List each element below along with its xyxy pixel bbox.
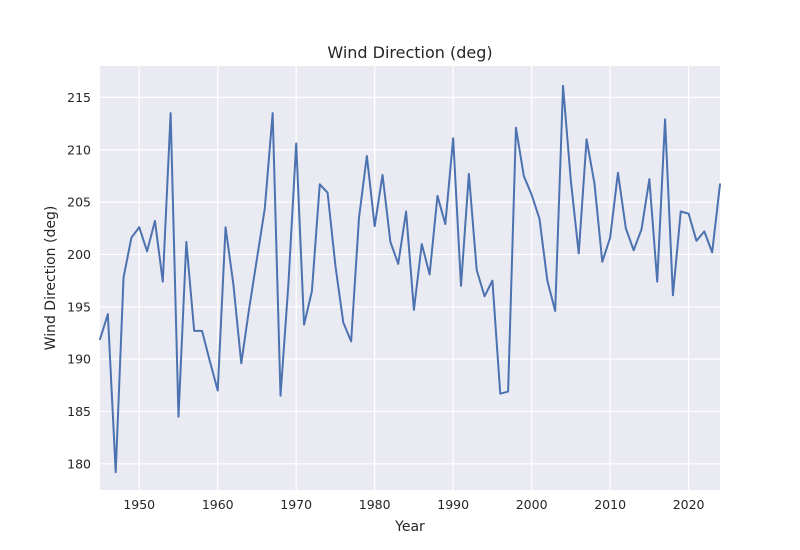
series-line (99, 84, 721, 474)
x-tick-label: 2020 (673, 497, 705, 512)
x-tick-label: 1960 (202, 497, 234, 512)
y-tick-label: 205 (67, 195, 91, 210)
x-tick-label: 1970 (280, 497, 312, 512)
series-layer (99, 84, 721, 474)
y-tick-label: 190 (67, 352, 91, 367)
chart-title: Wind Direction (deg) (327, 43, 492, 62)
y-tick-label: 200 (67, 247, 91, 262)
x-axis-label: Year (394, 519, 425, 535)
plot-background (100, 66, 720, 490)
y-tick-label: 215 (67, 90, 91, 105)
x-tick-labels: 1950 1960 1970 1980 1990 2000 2010 2020 (123, 497, 704, 512)
x-tick-label: 2010 (594, 497, 626, 512)
x-tick-label: 1980 (359, 497, 391, 512)
y-tick-label: 185 (67, 404, 91, 419)
y-tick-label: 210 (67, 142, 91, 157)
y-axis-label: Wind Direction (deg) (43, 206, 59, 351)
y-tick-label: 195 (67, 299, 91, 314)
x-tick-label: 2000 (516, 497, 548, 512)
x-tick-label: 1950 (123, 497, 155, 512)
x-tick-label: 1990 (437, 497, 469, 512)
y-tick-label: 180 (67, 456, 91, 471)
y-tick-labels: 180 185 190 195 200 205 210 215 (67, 90, 91, 471)
